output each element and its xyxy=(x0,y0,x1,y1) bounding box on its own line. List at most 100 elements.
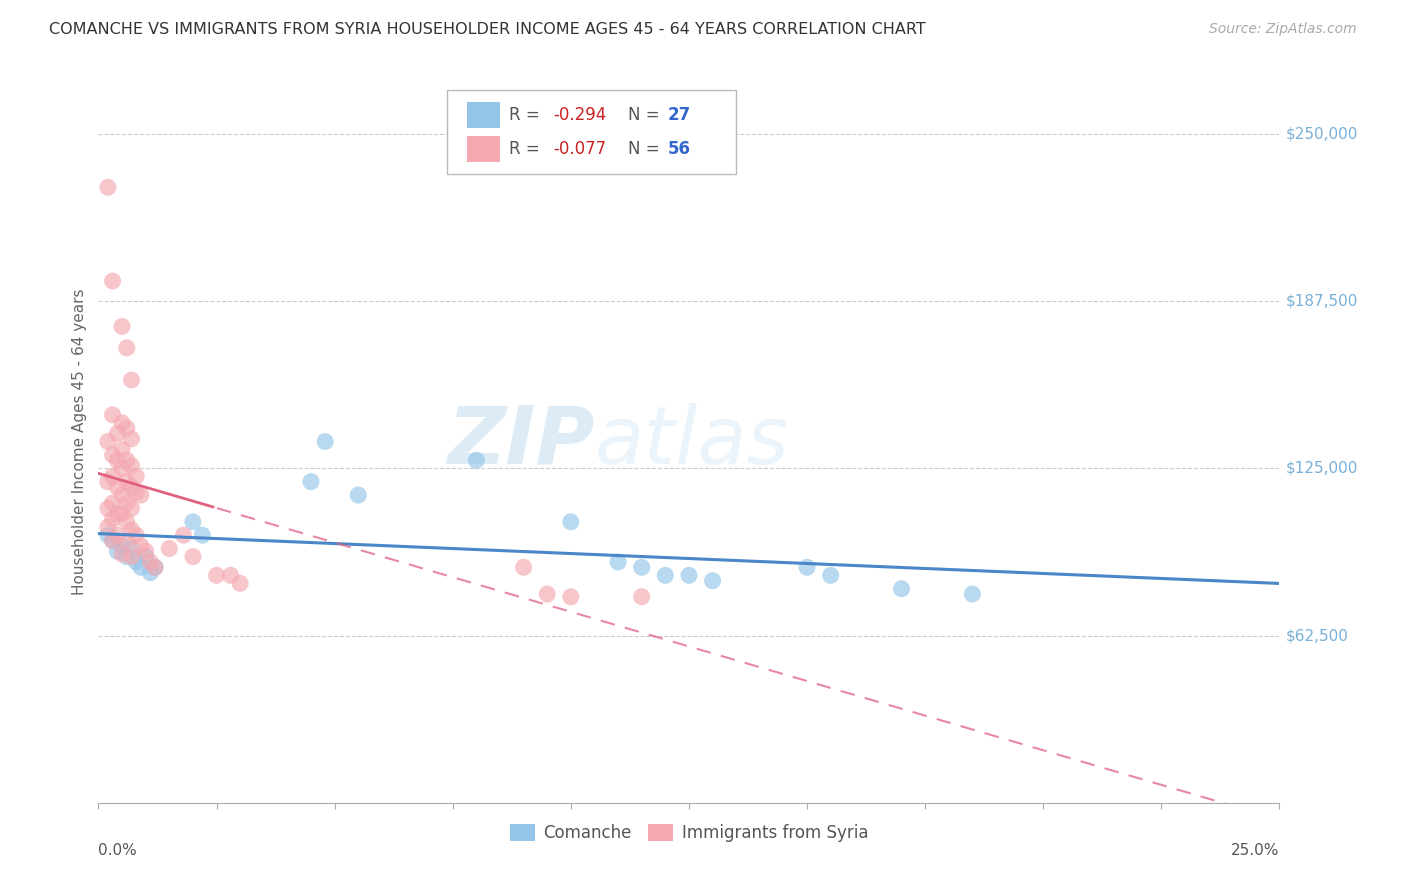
Text: 25.0%: 25.0% xyxy=(1232,843,1279,857)
Point xyxy=(101,274,124,288)
Text: atlas: atlas xyxy=(595,402,789,481)
Text: -0.077: -0.077 xyxy=(553,140,606,158)
Point xyxy=(607,555,630,569)
Point xyxy=(101,408,124,422)
Point xyxy=(115,533,138,548)
Point xyxy=(229,576,252,591)
Point xyxy=(115,421,138,435)
Point xyxy=(678,568,700,582)
Point xyxy=(105,480,128,494)
Point xyxy=(101,469,124,483)
Point xyxy=(654,568,676,582)
Point xyxy=(630,590,652,604)
Point xyxy=(125,469,148,483)
Point xyxy=(135,549,157,564)
Point xyxy=(125,485,148,500)
Point xyxy=(101,496,124,510)
Point xyxy=(796,560,818,574)
Point xyxy=(172,528,194,542)
Bar xyxy=(467,136,501,162)
Point xyxy=(560,590,582,604)
Point xyxy=(129,560,152,574)
Text: -0.294: -0.294 xyxy=(553,106,606,124)
Point xyxy=(115,549,138,564)
Text: 0.0%: 0.0% xyxy=(98,843,138,857)
Point xyxy=(121,373,143,387)
Text: Source: ZipAtlas.com: Source: ZipAtlas.com xyxy=(1209,22,1357,37)
Point xyxy=(962,587,984,601)
Point xyxy=(121,523,143,537)
Point xyxy=(536,587,558,601)
Point xyxy=(97,475,120,489)
Point xyxy=(111,539,134,553)
Point xyxy=(105,544,128,558)
Text: COMANCHE VS IMMIGRANTS FROM SYRIA HOUSEHOLDER INCOME AGES 45 - 64 YEARS CORRELAT: COMANCHE VS IMMIGRANTS FROM SYRIA HOUSEH… xyxy=(49,22,927,37)
Point xyxy=(139,555,162,569)
Point xyxy=(181,549,204,564)
Point xyxy=(820,568,842,582)
Legend: Comanche, Immigrants from Syria: Comanche, Immigrants from Syria xyxy=(503,817,875,848)
FancyBboxPatch shape xyxy=(447,90,737,174)
Point xyxy=(125,528,148,542)
Point xyxy=(347,488,370,502)
Point xyxy=(181,515,204,529)
Text: $125,000: $125,000 xyxy=(1285,461,1358,475)
Point xyxy=(101,533,124,548)
Point xyxy=(125,555,148,569)
Point xyxy=(97,528,120,542)
Point xyxy=(630,560,652,574)
Point xyxy=(121,541,143,556)
Point xyxy=(702,574,724,588)
Text: $62,500: $62,500 xyxy=(1285,628,1348,643)
Point xyxy=(105,453,128,467)
Point xyxy=(97,434,120,449)
Point xyxy=(111,461,134,475)
Point xyxy=(105,507,128,521)
Point xyxy=(121,501,143,516)
Point xyxy=(143,560,166,574)
Point xyxy=(101,533,124,548)
Point xyxy=(465,453,488,467)
Point xyxy=(121,432,143,446)
Point xyxy=(191,528,214,542)
Point xyxy=(115,515,138,529)
Point xyxy=(299,475,322,489)
Point xyxy=(97,520,120,534)
Bar xyxy=(467,102,501,128)
Point xyxy=(111,507,134,521)
Point xyxy=(129,539,152,553)
Point xyxy=(97,501,120,516)
Point xyxy=(121,480,143,494)
Point xyxy=(105,426,128,441)
Point xyxy=(219,568,242,582)
Point xyxy=(101,512,124,526)
Point xyxy=(111,488,134,502)
Text: 56: 56 xyxy=(668,140,690,158)
Text: N =: N = xyxy=(627,106,665,124)
Point xyxy=(129,488,152,502)
Y-axis label: Householder Income Ages 45 - 64 years: Householder Income Ages 45 - 64 years xyxy=(72,288,87,595)
Text: 27: 27 xyxy=(668,106,690,124)
Point xyxy=(890,582,912,596)
Text: ZIP: ZIP xyxy=(447,402,595,481)
Point xyxy=(111,547,134,561)
Text: $250,000: $250,000 xyxy=(1285,127,1358,141)
Point xyxy=(143,560,166,574)
Point xyxy=(105,528,128,542)
Point xyxy=(314,434,336,449)
Point xyxy=(205,568,228,582)
Point xyxy=(111,319,134,334)
Text: R =: R = xyxy=(509,106,546,124)
Text: R =: R = xyxy=(509,140,546,158)
Point xyxy=(121,458,143,473)
Point xyxy=(139,566,162,580)
Point xyxy=(560,515,582,529)
Point xyxy=(115,496,138,510)
Point xyxy=(97,180,120,194)
Point xyxy=(115,475,138,489)
Text: $187,500: $187,500 xyxy=(1285,293,1358,309)
Point xyxy=(115,453,138,467)
Point xyxy=(157,541,180,556)
Text: N =: N = xyxy=(627,140,665,158)
Point xyxy=(135,544,157,558)
